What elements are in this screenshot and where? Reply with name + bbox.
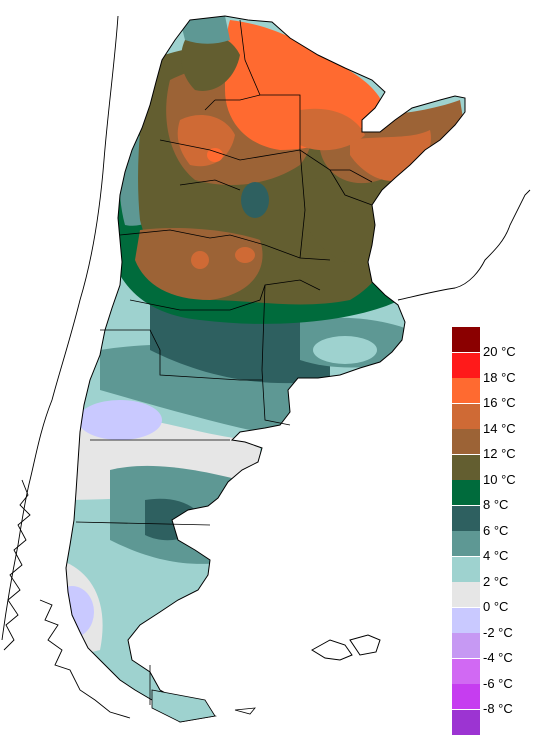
legend-item: 10 °C: [452, 454, 532, 487]
legend-item: 18 °C: [452, 352, 532, 385]
legend-swatch: [452, 429, 480, 454]
legend-item: -6 °C: [452, 658, 532, 691]
legend-label: 0 °C: [483, 599, 509, 614]
legend-item: -2 °C: [452, 607, 532, 640]
legend-item: 0 °C: [452, 582, 532, 614]
legend-item: [452, 709, 532, 735]
temperature-zones: [66, 16, 465, 660]
legend-item: 8 °C: [452, 480, 532, 512]
legend-label: 18 °C: [483, 369, 516, 385]
legend-label: 16 °C: [483, 395, 516, 410]
legend-label: 2 °C: [483, 573, 509, 589]
legend-swatch: [452, 582, 480, 607]
falkland-islands: [311, 634, 381, 661]
legend-swatch: [452, 378, 480, 403]
legend-item: 16 °C: [452, 378, 532, 410]
legend-label: 14 °C: [483, 420, 516, 436]
legend-item: -4 °C: [452, 633, 532, 665]
legend-item: 12 °C: [452, 429, 532, 461]
uruguay-coast: [397, 189, 531, 301]
legend-swatch: [452, 531, 480, 556]
legend-swatch: [452, 684, 480, 709]
legend-label: -2 °C: [483, 624, 513, 640]
legend-label: 8 °C: [483, 497, 509, 512]
legend-item: 4 °C: [452, 531, 532, 563]
province-borders: [75, 19, 373, 705]
legend-label: 6 °C: [483, 522, 509, 538]
legend-swatch: [452, 556, 480, 582]
legend-label: 10 °C: [483, 471, 516, 487]
legend-swatch: [452, 480, 480, 505]
legend-swatch: [452, 327, 480, 352]
legend-item: -8 °C: [452, 684, 532, 716]
legend-label: -6 °C: [483, 675, 513, 691]
legend-swatch: [452, 403, 480, 429]
legend-swatch: [452, 633, 480, 658]
legend-item: 14 °C: [452, 403, 532, 436]
legend-swatch: [452, 607, 480, 633]
legend-item: 6 °C: [452, 505, 532, 538]
legend-swatch: [452, 709, 480, 735]
tierra-del-fuego: [151, 689, 216, 723]
legend-swatch: [452, 454, 480, 480]
legend-label: -8 °C: [483, 701, 513, 716]
legend-swatch: [452, 352, 480, 378]
legend-label: 4 °C: [483, 548, 509, 563]
legend-item: 2 °C: [452, 556, 532, 589]
legend-label: 20 °C: [483, 344, 516, 359]
legend-swatch: [452, 658, 480, 684]
legend-label: -4 °C: [483, 650, 513, 665]
legend-item: 20 °C: [452, 327, 532, 359]
legend-label: 12 °C: [483, 446, 516, 461]
isla-de-los-estados: [234, 707, 256, 715]
legend-swatch: [452, 505, 480, 531]
chile-outline: [1, 15, 131, 719]
